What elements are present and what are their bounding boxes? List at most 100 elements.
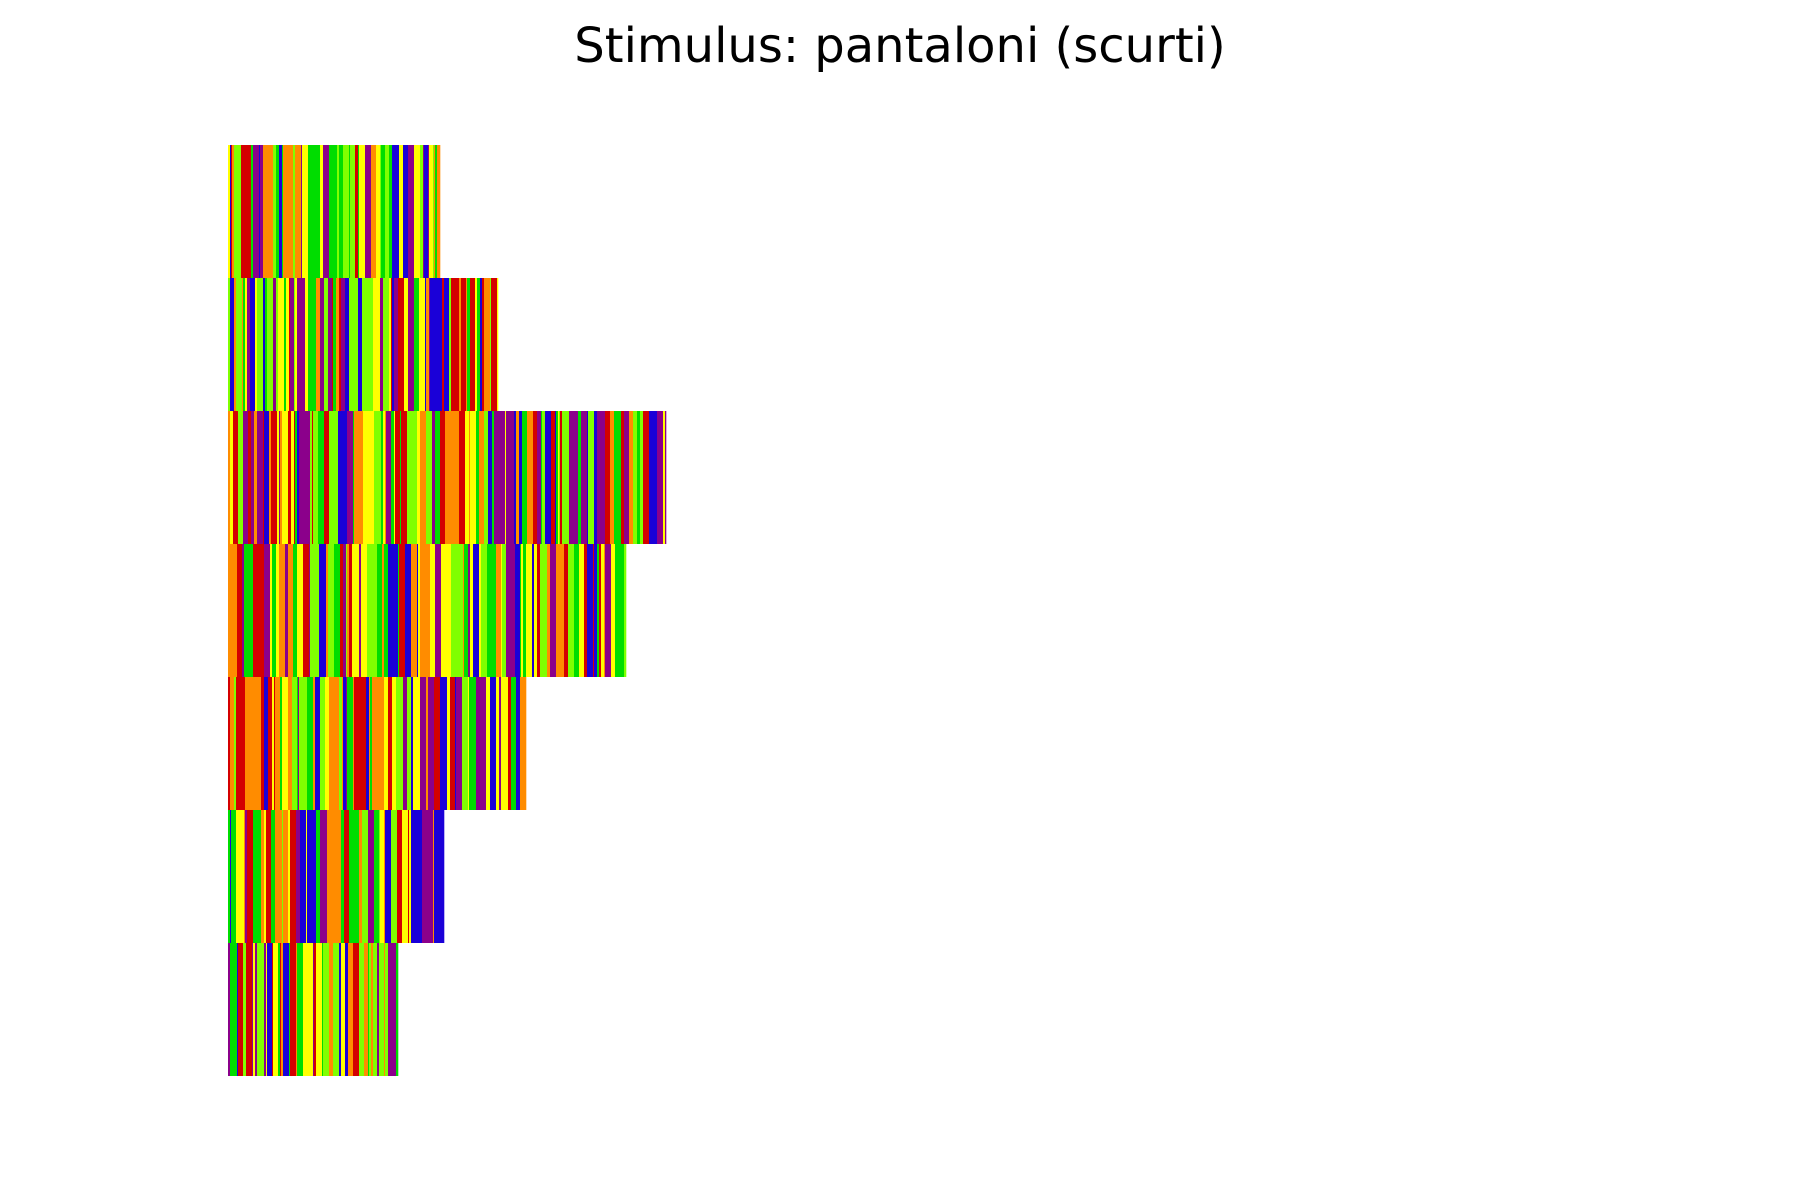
stimulus-segment — [243, 943, 247, 1076]
stimulus-segment — [496, 677, 500, 810]
stimulus-segment — [350, 145, 356, 278]
stimulus-segment — [243, 278, 246, 411]
stimulus-segment — [503, 544, 507, 677]
stimulus-segment — [403, 677, 408, 810]
stimulus-segment — [633, 411, 638, 544]
stimulus-segment — [399, 544, 405, 677]
stimulus-segment — [383, 411, 386, 544]
stimulus-segment — [380, 145, 382, 278]
stimulus-segment — [442, 278, 445, 411]
stimulus-segment — [261, 145, 264, 278]
stimulus-segment — [497, 278, 499, 411]
stimulus-segment — [255, 677, 262, 810]
stimulus-segment — [476, 677, 487, 810]
stimulus-segment — [288, 411, 292, 544]
stimulus-segment — [352, 544, 360, 677]
stimulus-segment — [319, 544, 326, 677]
stimulus-segment — [269, 411, 272, 544]
stimulus-segment — [426, 278, 430, 411]
stimulus-segment — [408, 145, 410, 278]
stimulus-segment — [254, 411, 258, 544]
stimulus-segment — [373, 943, 378, 1076]
stimulus-segment — [274, 677, 276, 810]
stimulus-segment — [327, 810, 333, 943]
stimulus-segment — [362, 810, 369, 943]
stimulus-segment — [459, 411, 466, 544]
stimulus-row-1 — [228, 145, 441, 278]
stimulus-segment — [555, 411, 557, 544]
stimulus-segment — [273, 278, 277, 411]
stimulus-segment — [253, 943, 256, 1076]
stimulus-segment — [231, 411, 234, 544]
stimulus-segment — [386, 411, 392, 544]
stimulus-segment — [558, 411, 560, 544]
stimulus-segment — [315, 677, 321, 810]
stimulus-segment — [231, 145, 233, 278]
stimulus-segment — [282, 810, 284, 943]
stimulus-segment — [429, 278, 431, 411]
stimulus-segment — [511, 677, 517, 810]
stimulus-segment — [345, 943, 349, 1076]
stimulus-segment — [369, 677, 371, 810]
stimulus-segment — [385, 145, 390, 278]
stimulus-segment — [332, 278, 334, 411]
stimulus-segment — [435, 544, 440, 677]
stimulus-segment — [280, 677, 283, 810]
stimulus-segment — [279, 411, 281, 544]
stimulus-segment — [236, 278, 243, 411]
stimulus-segment — [268, 677, 273, 810]
stimulus-segment — [381, 411, 384, 544]
stimulus-segment — [332, 810, 342, 943]
stimulus-segment — [391, 411, 395, 544]
stimulus-segment — [414, 278, 420, 411]
stimulus-segment — [470, 278, 476, 411]
stimulus-segment — [358, 145, 360, 278]
stimulus-segment — [293, 544, 298, 677]
stimulus-segment — [388, 544, 399, 677]
stimulus-segment — [434, 145, 436, 278]
stimulus-segment — [288, 544, 294, 677]
stimulus-segment — [414, 145, 421, 278]
stimulus-row-2 — [228, 278, 499, 411]
stimulus-segment — [441, 677, 448, 810]
stimulus-segment — [271, 411, 278, 544]
stimulus-segment — [611, 544, 616, 677]
stimulus-segment — [394, 411, 396, 544]
stimulus-segment — [320, 278, 325, 411]
stimulus-segment — [334, 677, 340, 810]
stimulus-segment — [404, 278, 409, 411]
stimulus-segment — [347, 677, 354, 810]
stimulus-segment — [383, 278, 389, 411]
stimulus-segment — [233, 411, 239, 544]
stimulus-segment — [247, 677, 251, 810]
stimulus-segment — [349, 145, 351, 278]
stimulus-segment — [273, 943, 279, 1076]
stimulus-segment — [279, 145, 283, 278]
stimulus-segment — [365, 145, 372, 278]
stimulus-segment — [496, 544, 502, 677]
stimulus-segment — [391, 810, 398, 943]
stimulus-segment — [446, 544, 452, 677]
stimulus-segment — [280, 943, 282, 1076]
stimulus-segment — [430, 544, 436, 677]
stimulus-segment — [290, 943, 297, 1076]
stimulus-segment — [277, 278, 279, 411]
stimulus-segment — [381, 145, 386, 278]
stimulus-segment — [435, 411, 441, 544]
stimulus-segment — [261, 677, 265, 810]
stimulus-segment — [537, 411, 542, 544]
stimulus-segment — [255, 278, 258, 411]
stimulus-segment — [257, 278, 264, 411]
stimulus-segment — [318, 411, 325, 544]
stimulus-segment — [524, 411, 528, 544]
stimulus-segment — [584, 544, 588, 677]
stimulus-segment — [573, 411, 579, 544]
stimulus-segment — [547, 544, 551, 677]
stimulus-segment — [228, 810, 231, 943]
stimulus-segment — [244, 544, 248, 677]
stimulus-segment — [610, 411, 615, 544]
stimulus-segment — [305, 411, 311, 544]
stimulus-segment — [459, 278, 462, 411]
stimulus-segment — [312, 411, 314, 544]
stimulus-segment — [328, 544, 335, 677]
